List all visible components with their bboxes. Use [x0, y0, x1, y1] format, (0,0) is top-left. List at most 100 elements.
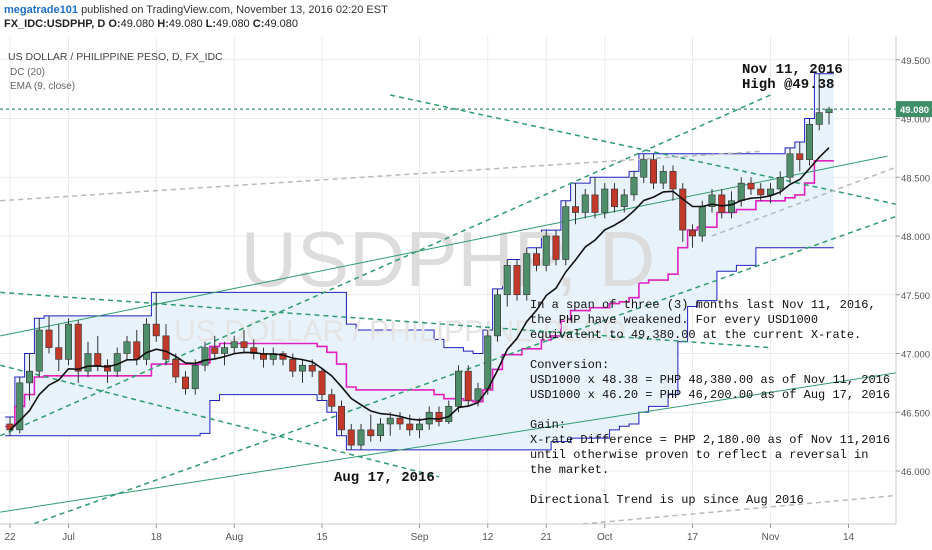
candle-body: [240, 341, 248, 348]
candle[interactable]: [786, 147, 794, 184]
candle[interactable]: [435, 406, 443, 427]
candle[interactable]: [659, 165, 667, 190]
candle[interactable]: [376, 418, 384, 442]
candle-body: [94, 353, 102, 366]
candle[interactable]: [367, 414, 375, 442]
ohlc-key-l: L:: [202, 18, 217, 30]
candle[interactable]: [211, 335, 219, 360]
candle[interactable]: [396, 412, 404, 430]
candle[interactable]: [688, 224, 696, 248]
candle-body: [708, 194, 716, 207]
candle[interactable]: [562, 200, 570, 266]
candle[interactable]: [513, 259, 521, 301]
price-chart[interactable]: USDPHP, DUS DOLLAR / PHILIPPINE PESO46.0…: [0, 36, 932, 550]
candle[interactable]: [796, 142, 804, 172]
candle-body: [74, 323, 82, 372]
candle[interactable]: [542, 230, 550, 272]
candle[interactable]: [337, 400, 345, 436]
candle[interactable]: [240, 330, 248, 354]
note-line: USD1000 x 48.38 = PHP 48,380.00 as of No…: [530, 373, 890, 387]
candle-body: [474, 388, 482, 401]
donchian-upper: [5, 73, 834, 418]
candle[interactable]: [328, 388, 336, 413]
candle[interactable]: [464, 365, 472, 407]
candle[interactable]: [123, 335, 131, 360]
candle[interactable]: [143, 318, 151, 366]
candle[interactable]: [65, 318, 73, 366]
candle[interactable]: [415, 418, 423, 439]
candle-body: [591, 194, 599, 213]
candle[interactable]: [503, 259, 511, 307]
trendline-grey-lower[interactable]: [0, 493, 908, 550]
annotation-low-date: Aug 17, 2016: [334, 470, 435, 486]
candle[interactable]: [591, 177, 599, 219]
candle[interactable]: [552, 230, 560, 266]
donchian-fill: [5, 73, 834, 450]
candle[interactable]: [35, 318, 43, 377]
candle[interactable]: [74, 320, 82, 383]
candle[interactable]: [454, 365, 462, 413]
candle[interactable]: [357, 424, 365, 450]
candle-body: [386, 417, 394, 425]
candle[interactable]: [318, 367, 326, 401]
candle[interactable]: [718, 189, 726, 219]
candle[interactable]: [620, 189, 628, 213]
candle[interactable]: [347, 424, 355, 450]
candle[interactable]: [523, 247, 531, 301]
candle[interactable]: [601, 183, 609, 219]
candle[interactable]: [104, 359, 112, 383]
candle-body: [669, 171, 677, 190]
candle[interactable]: [298, 359, 306, 383]
note-line: In a span of three (3) months last Nov 1…: [530, 298, 876, 312]
candle[interactable]: [766, 183, 774, 204]
candle[interactable]: [649, 153, 657, 189]
candle[interactable]: [386, 412, 394, 436]
candle-body: [454, 370, 462, 407]
candle[interactable]: [172, 353, 180, 383]
candle[interactable]: [152, 292, 160, 342]
candle[interactable]: [45, 315, 53, 354]
candle-body: [289, 359, 297, 372]
price-tick-label: 49.500: [901, 56, 930, 67]
candle[interactable]: [815, 73, 823, 131]
candle[interactable]: [162, 324, 170, 366]
chart-area[interactable]: USDPHP, D US DOLLAR / PHILIPPINE PESO 46.0…: [0, 36, 932, 550]
candle[interactable]: [708, 189, 716, 213]
candle-body: [727, 200, 735, 213]
candle[interactable]: [191, 359, 199, 395]
trendline-channel-lower[interactable]: [0, 211, 908, 537]
candle[interactable]: [610, 183, 618, 213]
candle[interactable]: [406, 414, 414, 436]
trendline-green-2[interactable]: [0, 370, 908, 513]
trendline-grey-recent[interactable]: [711, 162, 908, 237]
candle[interactable]: [776, 171, 784, 195]
candle[interactable]: [640, 153, 648, 184]
candle-body: [484, 335, 492, 390]
trendline-grey-upper[interactable]: [0, 150, 761, 202]
candle[interactable]: [221, 341, 229, 366]
candle[interactable]: [201, 341, 209, 372]
candle[interactable]: [679, 183, 687, 242]
candle[interactable]: [805, 118, 813, 166]
candle[interactable]: [25, 353, 33, 401]
candle-body: [640, 159, 648, 178]
trendline-resistance-old[interactable]: [0, 291, 771, 349]
author-link[interactable]: megatrade101: [4, 4, 78, 16]
trendline-downward[interactable]: [0, 364, 440, 478]
candle[interactable]: [571, 183, 579, 225]
candle[interactable]: [532, 247, 540, 272]
candle[interactable]: [747, 177, 755, 195]
candle[interactable]: [630, 171, 638, 201]
candle[interactable]: [55, 324, 63, 372]
candle[interactable]: [493, 288, 501, 342]
candle[interactable]: [182, 371, 190, 395]
indicator-label: EMA (9, close): [10, 81, 75, 92]
candle[interactable]: [16, 377, 24, 434]
trendline-descending[interactable]: [390, 94, 908, 208]
time-tick-label: Nov: [762, 532, 780, 543]
candle[interactable]: [230, 335, 238, 354]
candle-body: [503, 265, 511, 296]
candle[interactable]: [84, 341, 92, 377]
candle[interactable]: [669, 165, 677, 201]
candle[interactable]: [581, 189, 589, 219]
